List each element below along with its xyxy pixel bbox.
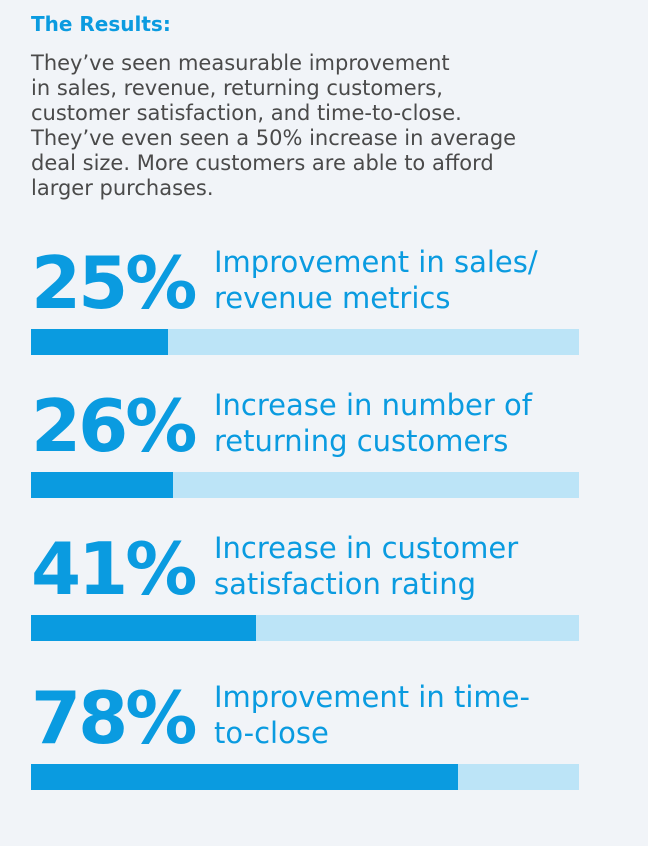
- stat-description-line: returning customers: [214, 424, 509, 458]
- stat-percentage: 41%: [31, 527, 197, 611]
- stat-customer-satisfaction: 41% Increase in customer satisfaction ra…: [31, 526, 579, 641]
- stat-sales-revenue: 25% Improvement in sales/ revenue metric…: [31, 240, 579, 355]
- stat-description-line: Improvement in sales/: [214, 245, 538, 279]
- progress-fill: [31, 329, 168, 355]
- stat-description-line: revenue metrics: [214, 281, 451, 315]
- stat-description: Increase in customer satisfaction rating: [214, 530, 518, 602]
- progress-fill: [31, 764, 459, 790]
- stat-percentage: 78%: [31, 676, 197, 760]
- stat-description-line: Increase in customer: [214, 531, 519, 565]
- stat-description-line: to-close: [214, 716, 329, 750]
- intro-line: They’ve seen measurable improvement: [31, 51, 450, 75]
- stat-description-line: satisfaction rating: [214, 567, 477, 601]
- stat-percentage: 25%: [31, 241, 197, 325]
- stat-description: Improvement in sales/ revenue metrics: [214, 244, 538, 316]
- stat-description: Increase in number of returning customer…: [214, 387, 532, 459]
- results-title: The Results:: [31, 12, 171, 36]
- stat-description: Improvement in time- to-close: [214, 679, 530, 751]
- intro-line: deal size. More customers are able to af…: [31, 151, 494, 175]
- progress-track: [31, 764, 579, 790]
- progress-track: [31, 472, 579, 498]
- stat-percentage: 26%: [31, 384, 197, 468]
- stat-time-to-close: 78% Improvement in time- to-close: [31, 675, 579, 790]
- intro-line: They’ve even seen a 50% increase in aver…: [31, 126, 517, 150]
- progress-fill: [31, 472, 174, 498]
- progress-fill: [31, 615, 256, 641]
- intro-line: larger purchases.: [31, 176, 214, 200]
- stat-returning-customers: 26% Increase in number of returning cust…: [31, 383, 579, 498]
- progress-track: [31, 329, 579, 355]
- intro-paragraph: They’ve seen measurable improvement in s…: [31, 51, 596, 201]
- intro-line: customer satisfaction, and time-to-close…: [31, 101, 462, 125]
- stat-description-line: Increase in number of: [214, 388, 532, 422]
- progress-track: [31, 615, 579, 641]
- stat-description-line: Improvement in time-: [214, 680, 530, 714]
- intro-line: in sales, revenue, returning customers,: [31, 76, 443, 100]
